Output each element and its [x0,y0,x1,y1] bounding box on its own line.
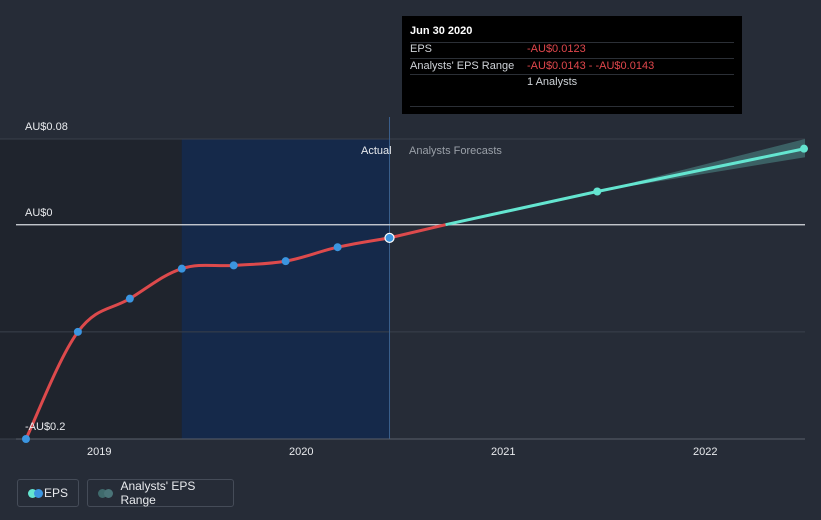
data-points [21,144,808,443]
eps-legend-icon [28,488,43,498]
y-tick-top: AU$0.08 [25,121,68,133]
eps-actual-point [73,327,82,336]
tooltip-divider [410,74,734,75]
actual-region-label: Actual [361,145,392,157]
x-tick-2020: 2020 [289,446,314,458]
tooltip-eps-value: -AU$0.0123 [527,43,586,55]
tooltip-eps-label: EPS [410,43,433,55]
legend-range-button[interactable]: Analysts' EPS Range [87,479,234,507]
x-tick-2019: 2019 [87,446,112,458]
eps-forecast-point [800,144,808,153]
y-tick-bottom: -AU$0.2 [25,421,66,433]
eps-actual-point [125,294,134,303]
legend-eps-button[interactable]: EPS [17,479,79,507]
eps-actual-point [333,243,342,252]
x-tick-2021: 2021 [491,446,516,458]
tooltip-analyst-count: 1 Analysts [527,76,578,88]
tooltip-divider [410,58,734,59]
eps-actual-point [281,257,290,266]
tooltip-date: Jun 30 2020 [410,25,473,37]
eps-actual-point [384,232,395,243]
legend-range-label: Analysts' EPS Range [120,479,196,507]
tooltip-range-label: Analysts' EPS Range [410,60,515,72]
eps-forecast-negative-segment [389,223,446,240]
eps-forecast-line [445,147,806,227]
analyst-range-band [597,139,805,192]
x-tick-2022: 2022 [693,446,718,458]
highlight-region [181,139,390,439]
range-legend-icon [98,488,113,498]
eps-forecast-point [593,187,602,196]
eps-actual-point [177,264,186,273]
eps-actual-point [229,261,238,270]
legend-eps-label: EPS [43,486,68,500]
data-tooltip: Jun 30 2020 EPS -AU$0.0123 Analysts' EPS… [402,16,742,114]
tooltip-range-value: -AU$0.0143 - -AU$0.0143 [527,60,655,72]
forecast-region-label: Analysts Forecasts [409,145,502,157]
eps-actual-point [21,435,30,443]
y-tick-zero: AU$0 [25,207,53,219]
tooltip-divider [410,106,734,107]
tooltip-divider [410,42,734,43]
